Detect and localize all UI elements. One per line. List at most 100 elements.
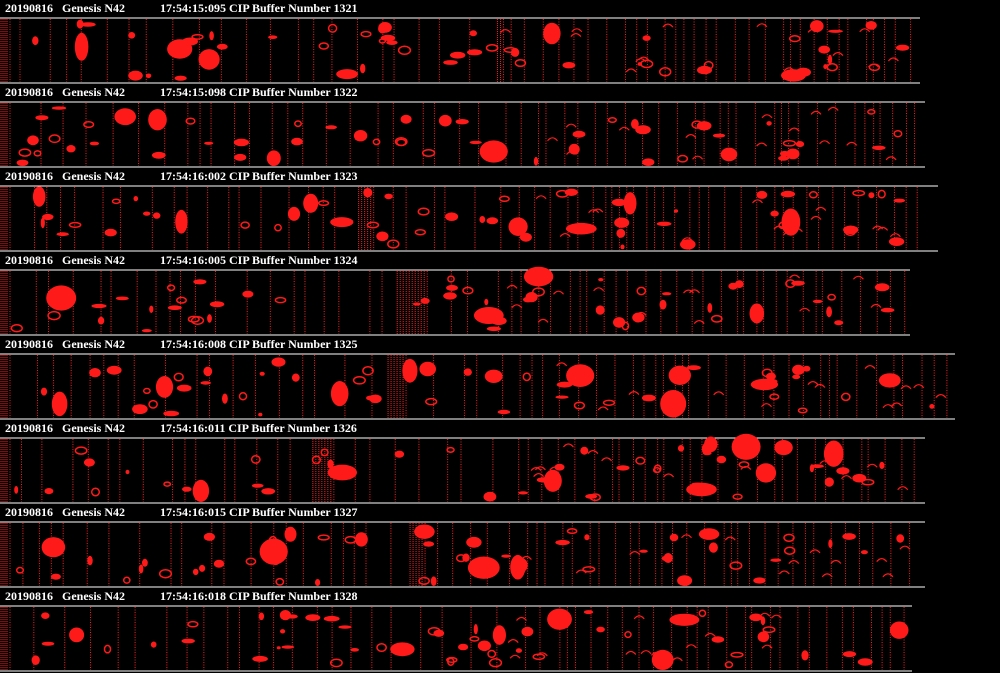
particle-image: [400, 114, 412, 124]
particle-image: [330, 381, 349, 407]
ring-particle: [122, 576, 131, 584]
particle-image: [128, 32, 136, 39]
arc-fragment: [640, 650, 652, 655]
particle-image: [216, 43, 228, 50]
particle-image: [430, 576, 437, 586]
arc-fragment: [633, 615, 645, 620]
particle-image: [696, 121, 712, 131]
ring-particle: [378, 24, 387, 34]
particle-image: [483, 491, 497, 502]
particle-image: [209, 31, 214, 41]
particle-image: [792, 364, 805, 375]
buffer-strip: 20190816 Genesis N42 17:54:16:005 CIP Buff…: [0, 253, 910, 336]
ring-particle: [103, 644, 112, 654]
particle-image: [175, 209, 188, 234]
particle-image: [305, 614, 321, 621]
particle-image: [888, 237, 905, 247]
particle-image: [50, 573, 61, 580]
particle-image: [642, 158, 655, 166]
particle-image: [896, 534, 905, 543]
arc-fragment: [761, 644, 773, 649]
arc-fragment: [810, 215, 822, 220]
particle-image: [192, 479, 210, 502]
particle-image: [380, 34, 396, 42]
ring-particle: [294, 120, 302, 128]
particle-image: [303, 193, 319, 213]
ring-particle: [840, 392, 851, 402]
ring-particle: [893, 129, 903, 138]
particle-image: [259, 371, 265, 376]
ring-particle: [576, 375, 588, 382]
particle-image: [660, 390, 687, 418]
ring-particle: [274, 296, 287, 304]
ring-particle: [730, 651, 744, 658]
ring-particle: [529, 272, 540, 280]
particle-image: [616, 228, 626, 238]
ring-particle: [158, 568, 173, 579]
strip-date: 20190816: [5, 505, 53, 519]
particle-image: [566, 364, 595, 387]
particle-image: [412, 302, 421, 306]
arc-fragment: [635, 58, 647, 63]
arc-fragment: [593, 287, 605, 292]
ring-particle: [362, 365, 374, 376]
particle-image: [749, 303, 765, 324]
particle-image: [731, 433, 761, 460]
arc-fragment: [882, 375, 894, 380]
particle-image: [204, 141, 214, 145]
particle-image: [443, 292, 457, 300]
arc-fragment: [689, 488, 700, 493]
arc-fragment: [588, 209, 600, 214]
arc-fragment: [713, 391, 725, 396]
arc-fragment: [533, 473, 545, 478]
particle-image: [756, 190, 768, 199]
particle-image: [91, 303, 107, 309]
particle-image: [701, 443, 709, 455]
particle-image: [466, 536, 482, 548]
particle-image: [712, 133, 726, 138]
ring-particle: [826, 63, 838, 72]
ring-particle: [653, 464, 662, 474]
ring-particle: [418, 576, 430, 586]
arc-fragment: [870, 303, 882, 308]
arc-fragment: [500, 29, 511, 34]
particle-image: [145, 73, 152, 79]
ring-particle: [352, 375, 366, 385]
ring-particle: [327, 23, 338, 33]
arc-fragment: [685, 644, 697, 649]
arc-fragment: [809, 549, 821, 554]
arc-fragment: [536, 652, 548, 657]
particle-image: [284, 526, 297, 542]
particle-image: [698, 528, 720, 540]
ring-particle: [245, 557, 257, 566]
arc-fragment: [773, 225, 785, 230]
particle-image: [760, 616, 766, 626]
particle-image: [473, 307, 504, 324]
particle-image: [843, 225, 859, 235]
strip-date: 20190816: [5, 85, 53, 99]
arc-fragment: [601, 457, 613, 462]
ring-particle: [191, 33, 204, 40]
particle-image: [268, 35, 278, 39]
arc-fragment: [846, 141, 858, 146]
particle-image: [728, 282, 738, 290]
particle-image: [252, 655, 268, 662]
particle-image: [826, 306, 832, 318]
arc-fragment: [935, 394, 947, 399]
arc-fragment: [841, 475, 852, 480]
ring-particle: [250, 454, 261, 464]
ring-particle: [427, 626, 441, 636]
arc-fragment: [791, 228, 803, 233]
particle-image: [818, 45, 830, 54]
particle-image: [583, 610, 594, 615]
particle-image: [56, 232, 69, 237]
ring-particle: [425, 397, 438, 406]
particle-image: [484, 369, 503, 383]
arc-fragment: [689, 289, 700, 294]
particle-image: [209, 301, 225, 308]
ring-particle: [785, 279, 796, 289]
particle-image: [874, 283, 890, 292]
particle-image: [497, 409, 511, 415]
ring-particle: [703, 60, 714, 70]
particle-image: [41, 537, 66, 558]
